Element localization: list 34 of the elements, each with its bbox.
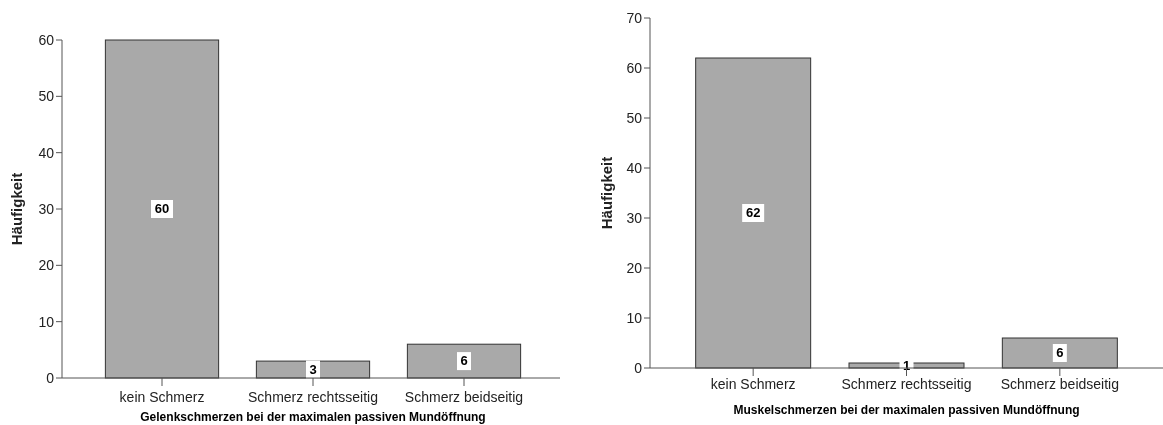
y-tick-label: 20 [626, 260, 643, 276]
x-tick-label: Schmerz beidseitig [404, 389, 524, 405]
bar [1001, 337, 1118, 369]
y-tick-label: 30 [626, 210, 643, 226]
x-tick-label: kein Schmerz [710, 376, 796, 392]
y-tick-label: 50 [626, 110, 643, 126]
bar [695, 57, 812, 369]
x-axis-title: Muskelschmerzen bei der maximalen passiven Mundöffnung [733, 403, 1080, 417]
y-tick-label: 70 [626, 10, 643, 26]
y-tick-label: 60 [626, 60, 643, 76]
y-tick-label: 50 [38, 88, 55, 105]
x-tick-label: Schmerz rechtsseitig [248, 389, 378, 405]
x-tick-label: Schmerz rechtsseitig [841, 376, 972, 392]
bar [104, 39, 220, 379]
y-axis-title: Häufigkeit [8, 172, 25, 246]
data-label: 60 [154, 201, 170, 216]
data-label: 62 [745, 205, 761, 220]
y-axis-title: Häufigkeit [598, 156, 615, 230]
x-tick-label: kein Schmerz [119, 389, 205, 405]
x-tick-label: Schmerz beidseitig [1000, 376, 1119, 392]
y-tick-label: 10 [626, 310, 643, 326]
data-label: 6 [1056, 345, 1064, 360]
y-tick-label: 0 [46, 370, 55, 386]
data-label: 6 [460, 353, 468, 369]
bar [406, 343, 522, 379]
y-tick-label: 20 [38, 257, 55, 274]
y-tick-label: 60 [38, 32, 55, 48]
y-tick-label: 40 [626, 160, 643, 176]
y-tick-label: 10 [38, 313, 55, 330]
data-label: 3 [309, 361, 317, 377]
x-axis-title: Gelenkschmerzen bei der maximalen passiven Mundöffnung [140, 410, 486, 424]
y-tick-label: 30 [38, 201, 55, 217]
y-tick-label: 40 [38, 144, 55, 161]
y-tick-label: 0 [634, 360, 643, 376]
